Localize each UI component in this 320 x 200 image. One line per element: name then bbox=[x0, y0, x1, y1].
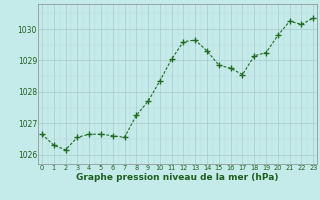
X-axis label: Graphe pression niveau de la mer (hPa): Graphe pression niveau de la mer (hPa) bbox=[76, 173, 279, 182]
